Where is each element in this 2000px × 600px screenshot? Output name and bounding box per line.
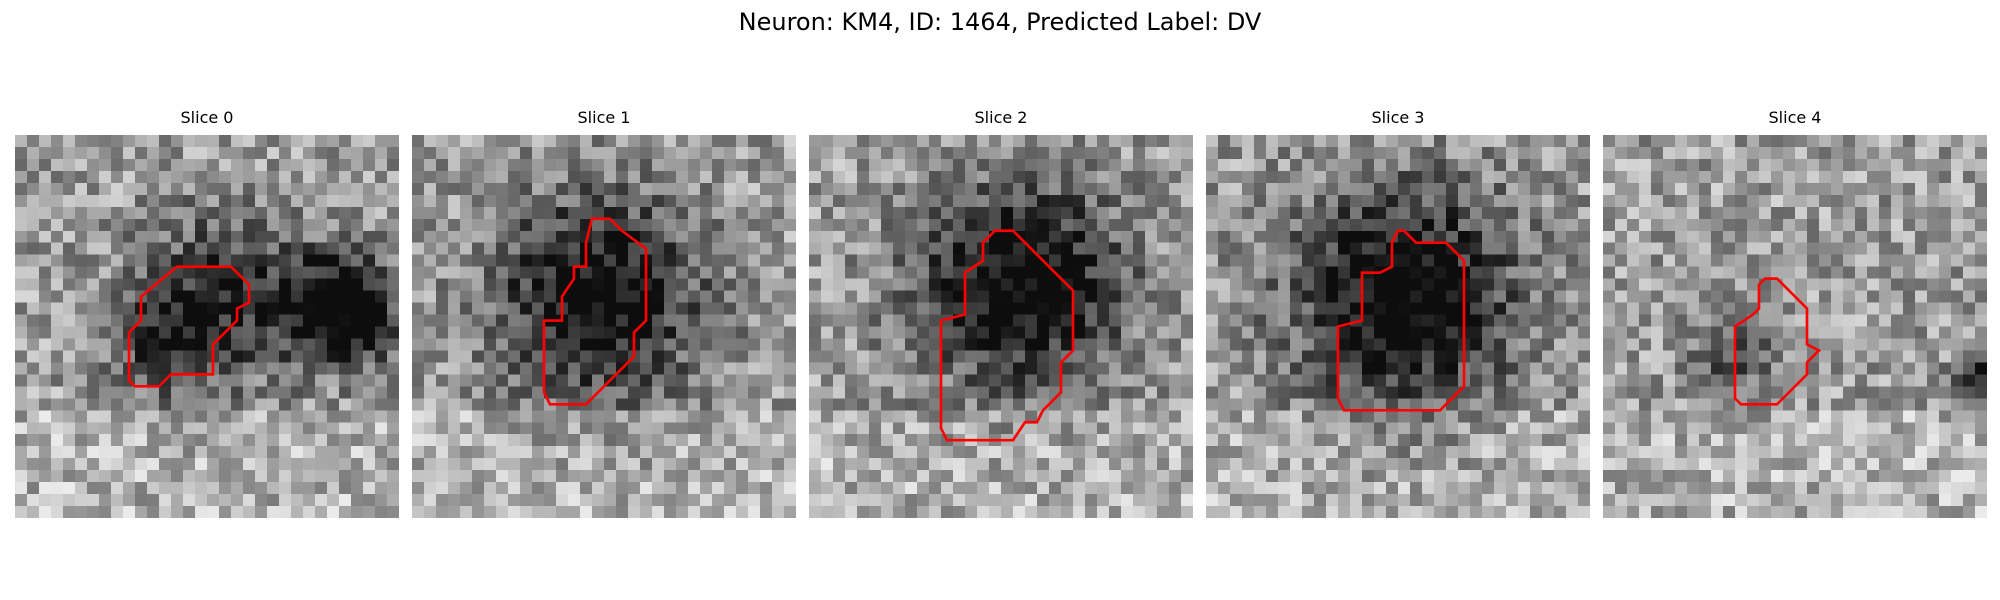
slice-panel-0: Slice 0 xyxy=(15,108,399,518)
slice-title: Slice 2 xyxy=(974,108,1028,127)
slice-title: Slice 3 xyxy=(1371,108,1425,127)
slice-title: Slice 0 xyxy=(180,108,234,127)
segmentation-contour xyxy=(1733,277,1822,406)
slice-image xyxy=(412,135,796,518)
figure-title: Neuron: KM4, ID: 1464, Predicted Label: … xyxy=(738,8,1262,36)
slice-panel-2: Slice 2 xyxy=(809,108,1193,518)
segmentation-contour xyxy=(939,229,1075,442)
segmentation-contour xyxy=(542,217,648,406)
slice-image xyxy=(1603,135,1987,518)
slice-image xyxy=(1206,135,1590,518)
slice-panel-4: Slice 4 xyxy=(1603,108,1987,518)
slice-panel-1: Slice 1 xyxy=(412,108,796,518)
segmentation-contour xyxy=(1336,229,1466,412)
segmentation-contour xyxy=(127,265,251,388)
slice-image xyxy=(809,135,1193,518)
slice-panel-3: Slice 3 xyxy=(1206,108,1590,518)
slice-title: Slice 4 xyxy=(1768,108,1822,127)
slice-title: Slice 1 xyxy=(577,108,631,127)
slice-image xyxy=(15,135,399,518)
